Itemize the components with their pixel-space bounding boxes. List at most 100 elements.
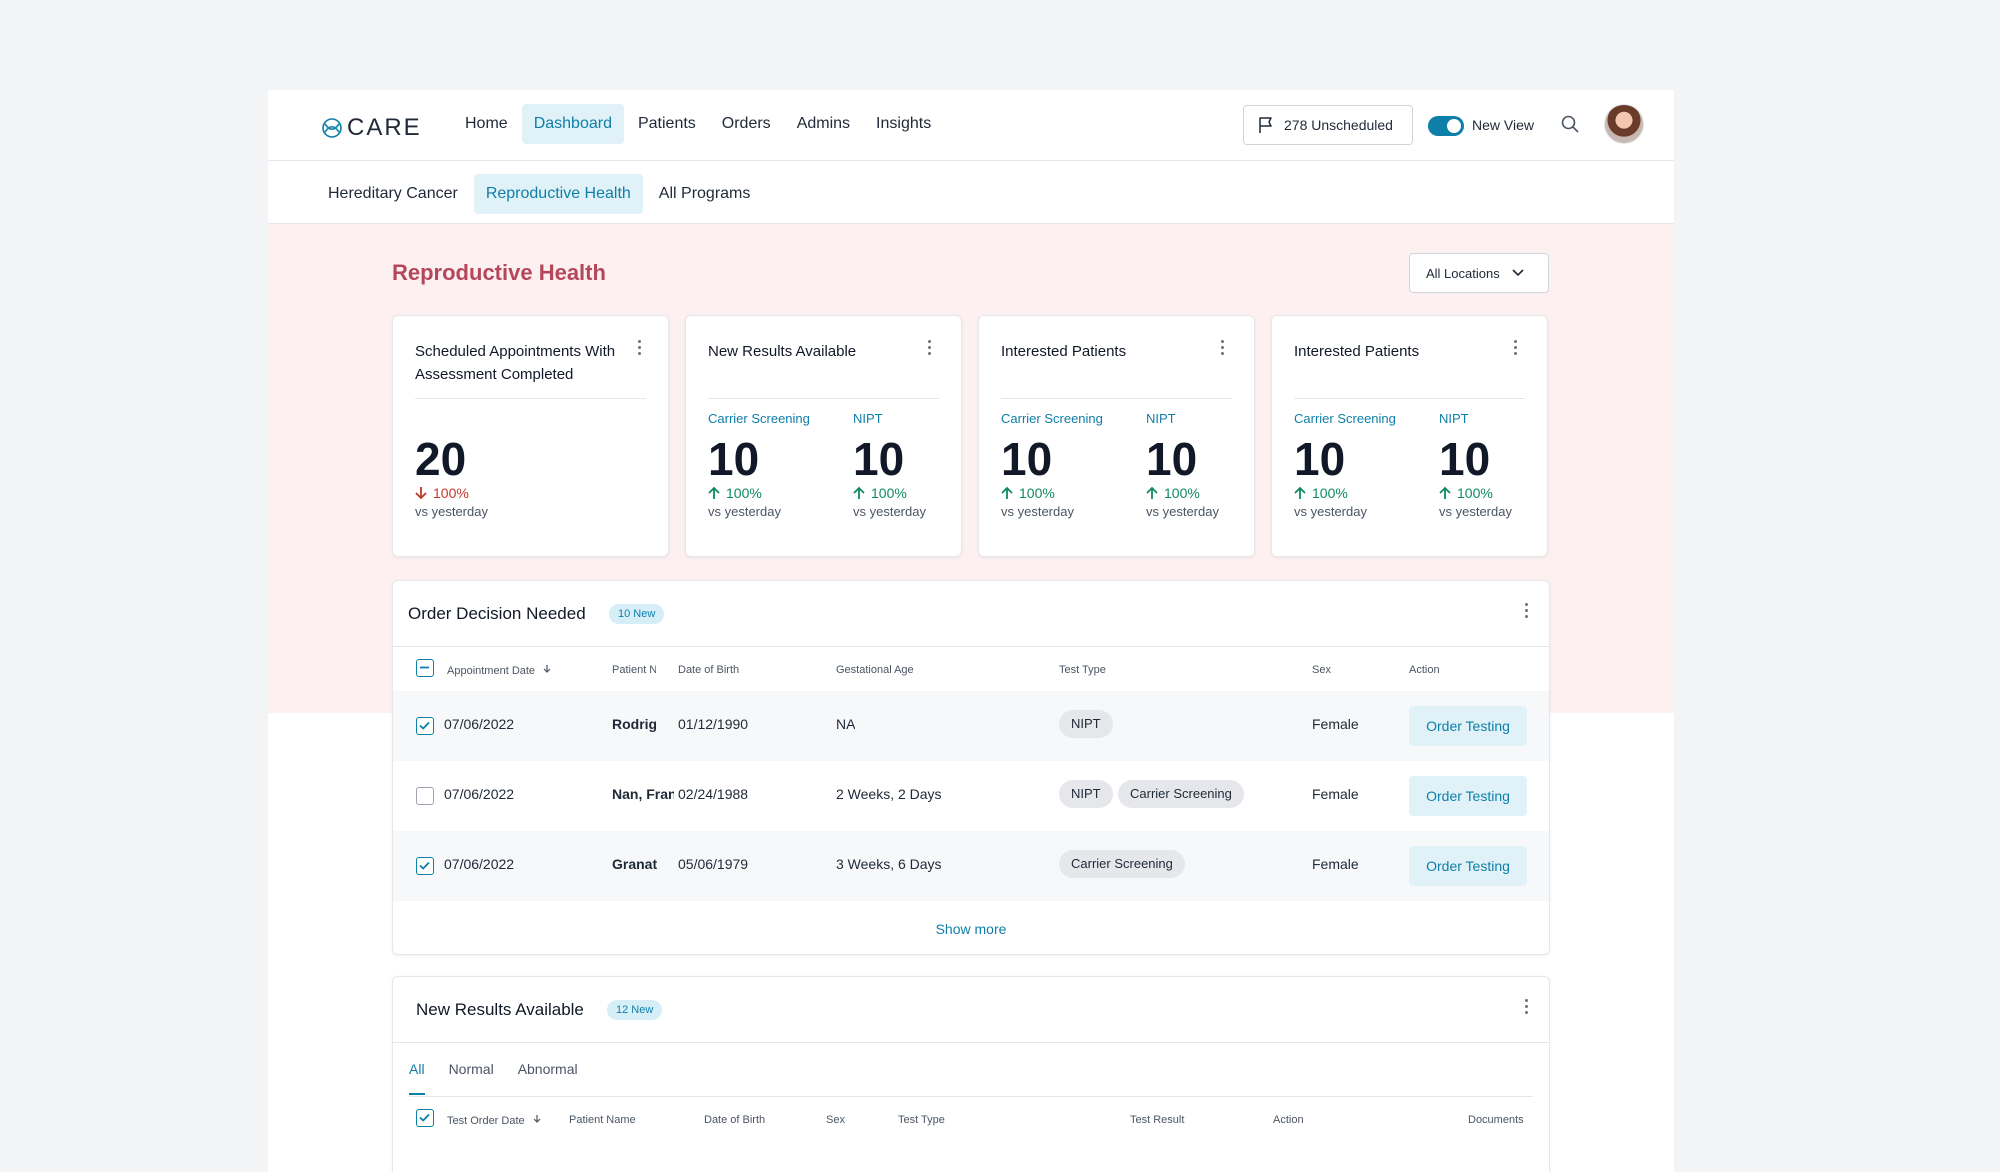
date-of-birth: 01/12/1990 (678, 716, 749, 732)
table-row[interactable]: 07/06/2022 Rodriguez 01/12/1990 NA NIPT … (393, 691, 1549, 761)
col-gestational-age[interactable]: Gestational Age (836, 664, 914, 676)
metric: 20 100% vs yesterday (415, 411, 488, 519)
metric-change: 100% (1146, 485, 1219, 501)
metric-change: 100% (708, 485, 810, 501)
tab-hereditary-cancer[interactable]: Hereditary Cancer (328, 185, 458, 202)
sort-arrow-icon (543, 665, 551, 673)
metric-label: Carrier Screening (708, 411, 810, 426)
col-test-type[interactable]: Test Type (898, 1114, 945, 1126)
more-icon[interactable] (1525, 999, 1529, 1015)
metric-change-value: 100% (1164, 485, 1200, 501)
card-divider (1294, 398, 1525, 399)
metric-change: 100% (1294, 485, 1396, 501)
main-nav: Home Dashboard Patients Orders Admins In… (453, 104, 945, 144)
col-patient-name[interactable]: Patient Name (612, 664, 656, 676)
col-test-result[interactable]: Test Result (1130, 1114, 1185, 1126)
col-patient-name[interactable]: Patient Name (569, 1114, 636, 1126)
col-date-of-birth[interactable]: Date of Birth (704, 1114, 766, 1126)
show-more-link[interactable]: Show more (935, 921, 1007, 937)
metric-value: 10 (853, 433, 905, 485)
panel-header: New Results Available 12 New (393, 977, 1549, 1043)
more-icon[interactable] (928, 340, 932, 356)
card-title: Interested Patients (1294, 343, 1420, 360)
select-all-checkbox[interactable] (416, 1109, 434, 1127)
metric-change-value: 100% (1019, 485, 1055, 501)
metric-change-value: 100% (726, 485, 762, 501)
locations-dropdown[interactable]: All Locations (1409, 253, 1549, 293)
metric: Carrier Screening 10 100% vs yesterday (708, 411, 810, 519)
order-testing-button[interactable]: Order Testing (1409, 846, 1527, 886)
nav-orders[interactable]: Orders (721, 115, 771, 132)
order-testing-button[interactable]: Order Testing (1409, 776, 1527, 816)
locations-label: All Locations (1426, 265, 1500, 281)
card-title: New Results Available (708, 343, 857, 360)
panel-title: New Results Available (416, 1000, 584, 1019)
metric-compare: vs yesterday (1294, 504, 1367, 519)
row-checkbox[interactable] (416, 717, 434, 735)
metric-card-interested-patients-2: Interested Patients Carrier Screening 10… (1271, 315, 1548, 557)
tab-all[interactable]: All (409, 1061, 425, 1095)
col-date-of-birth[interactable]: Date of Birth (678, 664, 740, 676)
more-icon[interactable] (638, 340, 642, 356)
tab-normal[interactable]: Normal (448, 1061, 494, 1077)
more-icon[interactable] (1514, 340, 1518, 356)
new-view-label: New View (1472, 117, 1534, 133)
flag-icon (1259, 117, 1272, 133)
table-row[interactable]: 07/06/2022 Nan, Frances 02/24/1988 2 Wee… (393, 761, 1549, 831)
col-test-order-date[interactable]: Test Order Date (447, 1114, 542, 1127)
nav-admins[interactable]: Admins (796, 115, 851, 132)
metric-value: 10 (708, 433, 760, 485)
more-icon[interactable] (1221, 340, 1225, 356)
nav-home[interactable]: Home (465, 115, 508, 132)
tab-all-programs[interactable]: All Programs (658, 185, 751, 202)
col-action: Action (1273, 1114, 1304, 1126)
top-nav: CARE Home Dashboard Patients Orders Admi… (268, 90, 1674, 161)
logo[interactable]: CARE (321, 114, 422, 142)
metric-value: 10 (1439, 433, 1491, 485)
sex: Female (1312, 716, 1359, 732)
metric-value: 10 (1146, 433, 1198, 485)
card-title: Scheduled Appointments With Assessment C… (415, 343, 616, 383)
card-divider (415, 398, 646, 399)
date-of-birth: 05/06/1979 (678, 856, 749, 872)
col-test-type[interactable]: Test Type (1059, 664, 1106, 676)
chevron-down-icon (1512, 269, 1524, 277)
card-title: Interested Patients (1001, 343, 1127, 360)
new-view-toggle[interactable] (1428, 116, 1464, 136)
metric-label: NIPT (1439, 411, 1469, 426)
patient-name[interactable]: Nan, Frances (612, 786, 674, 802)
unscheduled-button[interactable]: 278 Unscheduled (1243, 105, 1413, 145)
row-checkbox[interactable] (416, 857, 434, 875)
nav-patients[interactable]: Patients (637, 115, 696, 132)
unscheduled-label: 278 Unscheduled (1284, 117, 1393, 133)
metric-change: 100% (853, 485, 926, 501)
search-icon[interactable] (1560, 114, 1580, 139)
table-row[interactable]: 07/06/2022 Granat 05/06/1979 3 Weeks, 6 … (393, 831, 1549, 901)
metric-label (415, 411, 488, 429)
col-documents: Documents (1468, 1114, 1524, 1126)
nav-dashboard[interactable]: Dashboard (521, 104, 624, 144)
order-testing-button[interactable]: Order Testing (1409, 706, 1527, 746)
metric-change: 100% (1439, 485, 1512, 501)
select-all-checkbox[interactable] (416, 659, 434, 677)
col-appointment-date[interactable]: Appointment Date (447, 664, 552, 677)
tab-abnormal[interactable]: Abnormal (517, 1061, 578, 1077)
metric-value: 10 (1001, 433, 1053, 485)
metric-label: Carrier Screening (1001, 411, 1103, 426)
more-icon[interactable] (1525, 603, 1529, 619)
row-checkbox[interactable] (416, 787, 434, 805)
metric-compare: vs yesterday (1001, 504, 1074, 519)
appointment-date: 07/06/2022 (444, 856, 515, 872)
metric-label: Carrier Screening (1294, 411, 1396, 426)
metric-change-value: 100% (1457, 485, 1493, 501)
col-sex[interactable]: Sex (826, 1114, 845, 1126)
patient-name[interactable]: Rodriguez (612, 716, 656, 732)
metric-value: 10 (1294, 433, 1346, 485)
tab-reproductive-health[interactable]: Reproductive Health (473, 174, 643, 214)
nav-insights[interactable]: Insights (876, 115, 932, 132)
metric-compare: vs yesterday (853, 504, 926, 519)
col-sex[interactable]: Sex (1312, 664, 1331, 676)
avatar[interactable] (1604, 104, 1644, 144)
patient-name[interactable]: Granat (612, 856, 658, 872)
metric-change: 100% (415, 485, 488, 501)
